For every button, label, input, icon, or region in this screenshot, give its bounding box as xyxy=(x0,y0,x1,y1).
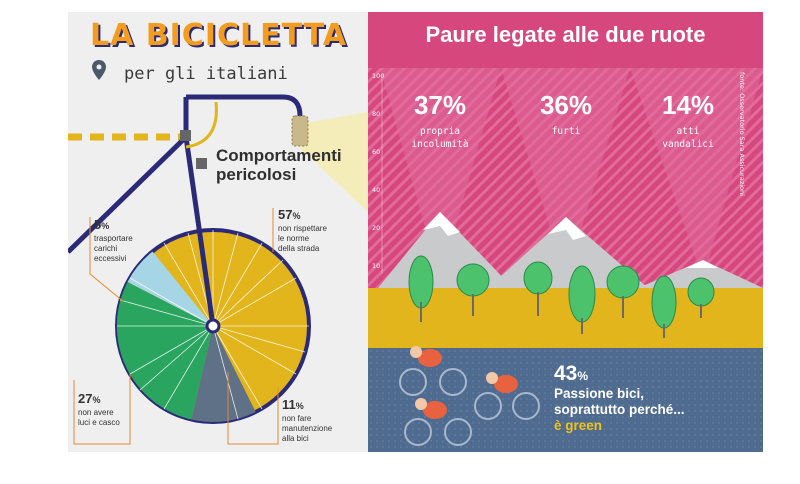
fear-column xyxy=(630,68,763,280)
stat-desc: trasportare xyxy=(94,234,133,243)
snow-cap xyxy=(423,212,460,236)
axis-tick: 60 xyxy=(372,148,381,156)
pie-slice-lights xyxy=(116,282,213,420)
stat-desc: non fare xyxy=(282,414,312,423)
pie-slice-loads xyxy=(127,251,213,326)
stat-unit: % xyxy=(101,221,110,231)
stat-lights: 27% non avere luci e casco xyxy=(78,390,120,428)
fears-illustration xyxy=(368,12,763,452)
fear-label: atti vandalici xyxy=(633,125,743,151)
axis-tick: 40 xyxy=(372,186,381,194)
fear-label-line1: propria xyxy=(419,126,461,137)
fear-value: 14% xyxy=(661,90,715,120)
pie-slice-maintenance xyxy=(191,326,256,422)
stat-desc: manutenzione xyxy=(282,424,333,433)
leader-lines xyxy=(73,208,279,445)
fear-safety: 37% propria incolumità xyxy=(385,90,495,151)
passion-unit: % xyxy=(577,369,589,383)
bullet-icon xyxy=(196,158,207,169)
cyclist-icon xyxy=(404,398,472,446)
stat-value: 5 xyxy=(94,217,102,232)
handle-grip xyxy=(291,115,309,147)
stat-unit: % xyxy=(295,401,304,411)
axis-tick: 10 xyxy=(372,262,381,270)
source-note: fonte: Osservatorio Sara Assicurazioni xyxy=(738,72,746,196)
fear-column xyxy=(380,68,501,280)
location-pin-icon xyxy=(92,60,106,80)
axis-tick: 100 xyxy=(372,72,385,80)
bicycle-illustration xyxy=(68,94,368,445)
callout-title-line1: Comportamenti xyxy=(216,146,342,165)
light-beam xyxy=(300,112,368,212)
brake-cable xyxy=(185,101,218,149)
fear-value: 37% xyxy=(413,90,467,120)
callout-title-line2: pericolosi xyxy=(216,165,297,184)
stat-rules: 57% non rispettare le norme della strada xyxy=(278,206,327,254)
axis-tick: 20 xyxy=(372,224,381,232)
stat-desc: della strada xyxy=(278,244,320,253)
passion-line1: Passione bici, xyxy=(554,386,645,401)
stat-desc: non rispettare xyxy=(278,224,327,233)
right-panel: Paure legate alle due ruote 100 80 60 40… xyxy=(368,12,763,452)
fear-column xyxy=(501,68,630,280)
passion-value: 43% xyxy=(554,362,685,386)
passion-line2: soprattutto perché... xyxy=(554,402,685,417)
handlebar xyxy=(186,94,303,124)
stat-desc: non avere xyxy=(78,408,114,417)
cyclist-icon xyxy=(474,372,540,420)
stat-desc: luci e casco xyxy=(78,418,120,427)
fear-label-line2: incolumità xyxy=(411,139,469,150)
stat-maintenance: 11% non fare manutenzione alla bici xyxy=(282,396,332,444)
headset-icon xyxy=(180,130,191,141)
page-title: LA BICICLETTA xyxy=(90,18,348,53)
title-bar xyxy=(368,12,763,68)
fear-label-line2: vandalici xyxy=(662,139,714,150)
snow-cap xyxy=(548,217,586,240)
stat-desc: alla bici xyxy=(282,434,309,443)
wheel-spokes xyxy=(117,230,309,420)
stat-desc: eccessivi xyxy=(94,254,127,263)
stat-desc: le norme xyxy=(278,234,310,243)
trees xyxy=(408,255,715,338)
fear-label-line1: atti xyxy=(676,126,700,137)
fear-value: 36% xyxy=(539,90,593,120)
cyclist-icon xyxy=(399,346,467,396)
stat-desc: carichi xyxy=(94,244,118,253)
wheel-hub xyxy=(205,318,221,334)
passion-callout: 43% Passione bici, soprattutto perché...… xyxy=(554,362,685,433)
stat-loads: 5% trasportare carichi eccessivi xyxy=(94,216,133,264)
passion-line3: è green xyxy=(554,418,603,433)
stat-value: 11 xyxy=(282,397,296,412)
stat-unit: % xyxy=(92,395,101,405)
fear-label: furti xyxy=(511,125,621,138)
right-panel-title: Paure legate alle due ruote xyxy=(425,22,706,47)
passion-number: 43 xyxy=(554,362,578,385)
fear-theft: 36% furti xyxy=(511,90,621,138)
snow-cap xyxy=(686,260,718,268)
stat-value: 57 xyxy=(278,207,293,222)
stat-value: 27 xyxy=(78,391,93,406)
stat-unit: % xyxy=(292,211,301,221)
fear-label-line1: furti xyxy=(551,126,581,137)
callout-title: Comportamenti pericolosi xyxy=(216,146,342,184)
fear-label: propria incolumità xyxy=(385,125,495,151)
left-panel: LA BICICLETTA per gli italiani Comportam… xyxy=(68,12,368,452)
page-subtitle: per gli italiani xyxy=(124,64,288,84)
axis-tick: 80 xyxy=(372,110,381,118)
fear-vandalism: 14% atti vandalici xyxy=(633,90,743,151)
